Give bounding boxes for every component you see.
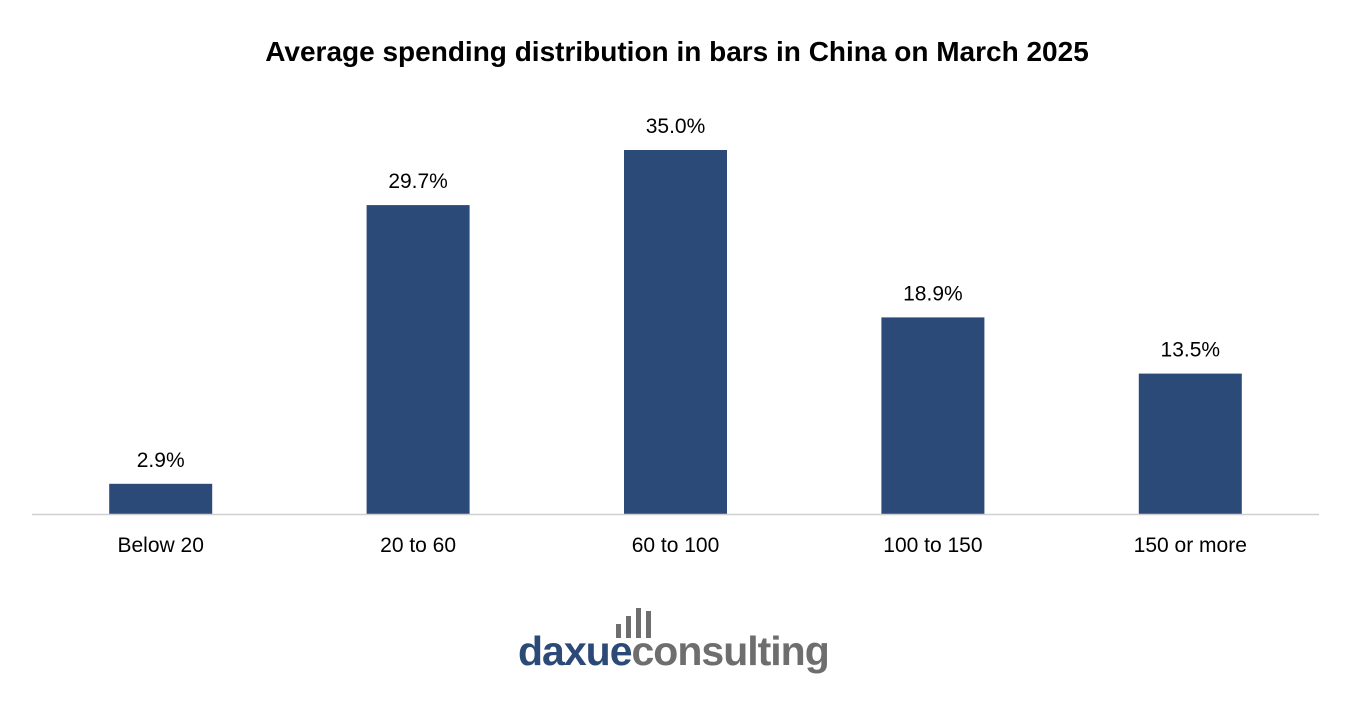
bar-4	[1138, 373, 1242, 514]
bar-1	[366, 205, 470, 514]
bar-3	[881, 317, 985, 514]
value-labels-group: 2.9% 29.7% 35.0% 18.9% 13.5%	[137, 115, 1220, 472]
data-label-0: 2.9%	[137, 449, 185, 472]
bar-2	[624, 150, 727, 514]
data-label-4: 13.5%	[1161, 339, 1221, 362]
logo-word-consulting: consulting	[631, 628, 830, 674]
category-label-4: 150 or more	[1134, 534, 1247, 557]
bars-group	[109, 150, 1242, 514]
bar-0	[109, 483, 213, 514]
chart-title: Average spending distribution in bars in…	[265, 36, 1089, 67]
category-labels-group: Below 20 20 to 60 60 to 100 100 to 150 150 o…	[118, 534, 1247, 557]
logo-wordmark: daxueconsulting	[518, 628, 830, 675]
daxue-consulting-logo: daxueconsulting	[518, 604, 838, 684]
category-label-2: 60 to 100	[632, 534, 720, 557]
data-label-2: 35.0%	[646, 115, 706, 138]
data-label-1: 29.7%	[388, 170, 448, 193]
bar-chart-logo-icon	[616, 608, 651, 638]
data-label-3: 18.9%	[903, 282, 963, 305]
category-label-3: 100 to 150	[883, 534, 982, 557]
category-label-1: 20 to 60	[380, 534, 456, 557]
logo-word-daxue: daxue	[518, 628, 632, 674]
category-label-0: Below 20	[118, 534, 204, 557]
